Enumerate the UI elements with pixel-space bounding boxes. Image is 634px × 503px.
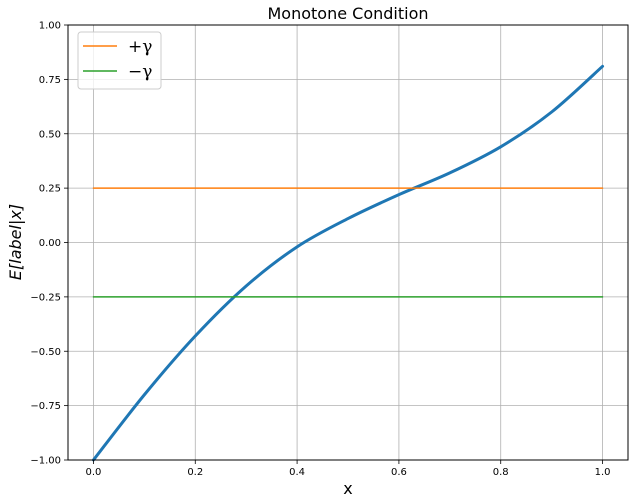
y-tick-label: 1.00 (39, 21, 61, 32)
series-group (91, 64, 605, 462)
x-tick-label: 1.0 (595, 467, 611, 478)
legend-label-minus-gamma: −γ (128, 62, 152, 82)
expected-label-curve (91, 64, 605, 462)
y-tick-label: −0.50 (30, 347, 61, 358)
x-tick-label: 0.0 (86, 467, 102, 478)
y-tick-label: 0.00 (39, 238, 61, 249)
y-tick-label: 0.75 (39, 75, 61, 86)
y-tick-label: −1.00 (30, 456, 61, 467)
legend-label-plus-gamma: +γ (128, 37, 152, 57)
chart-title: Monotone Condition (267, 4, 428, 23)
x-tick-label: 0.8 (493, 467, 509, 478)
legend: +γ −γ (77, 31, 162, 90)
y-tick-label: 0.25 (39, 184, 61, 195)
y-tick-label: −0.75 (30, 401, 61, 412)
y-axis-label: E[label|x] (6, 204, 25, 280)
x-tick-label: 0.2 (187, 467, 203, 478)
x-axis-label: x (343, 479, 352, 498)
x-tick-label: 0.6 (391, 467, 407, 478)
x-tick-label: 0.4 (289, 467, 305, 478)
y-tick-label: −0.25 (30, 292, 61, 303)
y-tick-label: 0.50 (39, 129, 61, 140)
ticks: 0.0 0.2 0.4 0.6 0.8 1.0 −1.00 −0.75 −0.50 −0.25 0.… (30, 21, 610, 479)
